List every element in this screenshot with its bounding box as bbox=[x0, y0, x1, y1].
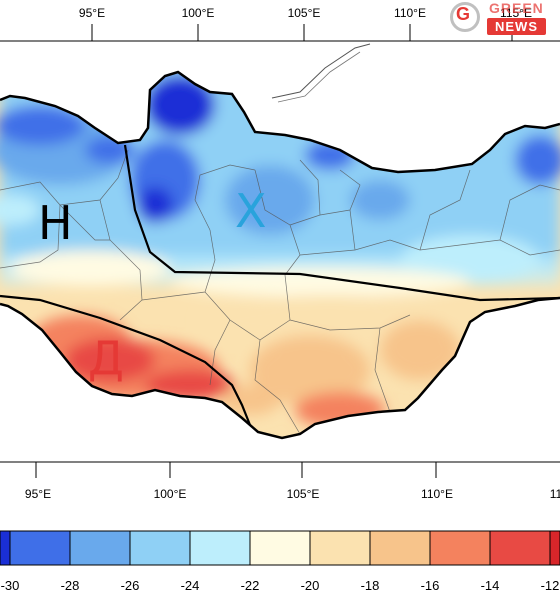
green-news-logo: G GREEN NEWS bbox=[447, 0, 560, 40]
country-border-line bbox=[271, 43, 371, 99]
top-tick-label: 95°E bbox=[78, 6, 106, 20]
colorbar-swatch bbox=[429, 530, 491, 566]
colorbar-swatch bbox=[0, 530, 11, 566]
region-label-west: Н bbox=[38, 196, 73, 250]
region-label-south: Д bbox=[88, 331, 124, 385]
top-tick-label: 115°E bbox=[500, 6, 532, 20]
logo-badge-icon bbox=[450, 2, 480, 32]
region-label-central: Х bbox=[235, 184, 267, 238]
colorbar-swatch bbox=[549, 530, 560, 566]
colorbar-swatch bbox=[69, 530, 131, 566]
colorbar-tick-label: -28 bbox=[60, 578, 80, 593]
bottom-tick-label: 95°E bbox=[24, 487, 52, 501]
bottom-tick-label: 105°E bbox=[286, 487, 320, 501]
colorbar-tick-label: -30 bbox=[0, 578, 20, 593]
colorbar-swatch bbox=[9, 530, 71, 566]
climate-zone-boundaries bbox=[0, 144, 560, 426]
top-tick-label: 100°E bbox=[181, 6, 215, 20]
colorbar-swatch bbox=[309, 530, 371, 566]
temperature-field bbox=[0, 72, 560, 438]
top-tick-label: 110°E bbox=[394, 6, 426, 20]
logo-text-green: GREEN bbox=[489, 0, 544, 16]
colorbar-tick-label: -26 bbox=[120, 578, 140, 593]
colorbar-tick-label: -20 bbox=[300, 578, 320, 593]
colorbar-tick-label: -16 bbox=[420, 578, 440, 593]
country-outline bbox=[0, 70, 560, 440]
logo-text-news: NEWS bbox=[487, 18, 546, 35]
province-boundaries bbox=[0, 149, 560, 435]
logo-glyph: G bbox=[456, 4, 471, 24]
colorbar-swatch bbox=[369, 530, 431, 566]
bottom-tick-label: 11 bbox=[549, 487, 560, 501]
top-tick-label: 105°E bbox=[287, 6, 321, 20]
colorbar-tick-label: -12 bbox=[540, 578, 560, 593]
colorbar-swatch bbox=[489, 530, 551, 566]
colorbar-swatch bbox=[249, 530, 311, 566]
colorbar-tick-label: -14 bbox=[480, 578, 500, 593]
colorbar-swatch bbox=[189, 530, 251, 566]
country-border-line-2 bbox=[277, 51, 361, 103]
colorbar-tick-label: -24 bbox=[180, 578, 200, 593]
colorbar-tick-label: -18 bbox=[360, 578, 380, 593]
bottom-tick-label: 100°E bbox=[153, 487, 187, 501]
colorbar-tick-label: -22 bbox=[240, 578, 260, 593]
bottom-tick-marks bbox=[35, 462, 437, 478]
bottom-tick-label: 110°E bbox=[421, 487, 453, 501]
colorbar bbox=[0, 530, 560, 566]
colorbar-swatch bbox=[129, 530, 191, 566]
